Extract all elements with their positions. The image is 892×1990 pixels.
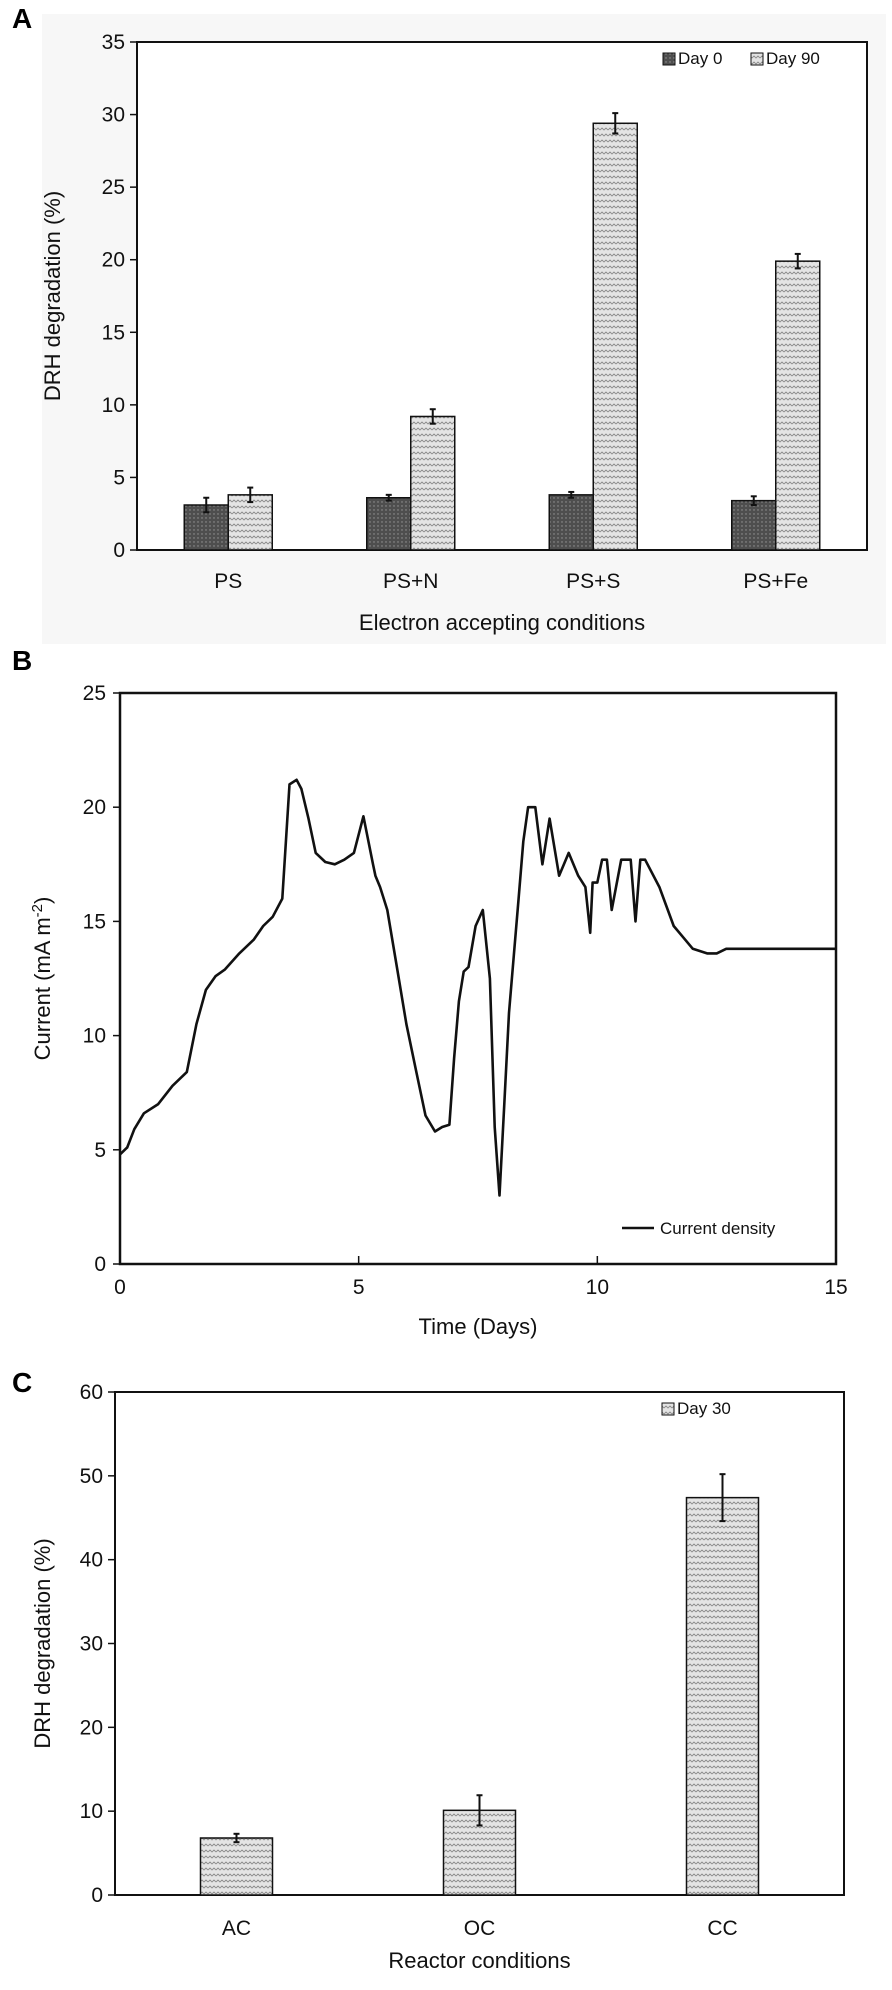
panel-c-x-axis-title: Reactor conditions	[388, 1948, 570, 1973]
panel-b-plot-frame	[118, 691, 838, 1266]
panel-b-ytick-label: 15	[83, 910, 106, 933]
panel-a-ytick-label: 30	[102, 104, 125, 127]
panel-b-series-line	[119, 778, 836, 1197]
panel-c-legend-swatch	[661, 1402, 675, 1416]
panel-a-category-label: PS+S	[566, 570, 620, 593]
panel-b-x-axis-title: Time (Days)	[419, 1314, 538, 1339]
panel-a-bar	[548, 494, 594, 551]
panel-a-legend-swatch	[750, 52, 764, 66]
panel-a-bar	[731, 499, 777, 551]
panel-a-legend-label: Day 0	[678, 49, 722, 68]
panel-b-y-axis-title-part: -2	[29, 904, 46, 917]
panel-a-ytick-label: 10	[102, 394, 125, 417]
panel-a-category-label: PS+Fe	[743, 570, 808, 593]
panel-c-category-label: AC	[222, 1917, 251, 1940]
panel-a-bar	[592, 122, 638, 551]
panel-c-legend-label: Day 30	[677, 1399, 731, 1418]
panel-a-bar	[227, 494, 273, 551]
panel-b-xtick-label: 0	[114, 1276, 126, 1299]
panel-a-ytick-label: 15	[102, 321, 125, 344]
panel-c-ytick-label: 10	[80, 1800, 103, 1823]
panel-a-ytick-label: 0	[113, 539, 125, 562]
panel-b-ytick-label: 5	[94, 1139, 106, 1162]
panel-c-letter: C	[12, 1367, 32, 1398]
panel-a-ytick-label: 5	[113, 466, 125, 489]
panel-b-ytick-label: 10	[83, 1025, 106, 1048]
panel-b-letter: B	[12, 645, 32, 676]
panel-c-ytick-label: 30	[80, 1633, 103, 1656]
panel-a-ytick-label: 35	[102, 31, 125, 54]
panel-a-legend-label: Day 90	[766, 49, 820, 68]
panel-a-chart: 0 5 10 15 20 25 30 35 PS PS+N PS+S PS+Fe Day 0 Day 90…	[40, 31, 868, 635]
panel-b-chart: 0 5 10 15 20 25 0 5 10 15 Current density Time (Day…	[29, 682, 848, 1339]
panel-b-ytick-label: 0	[94, 1253, 106, 1276]
panel-c-chart: 0 10 20 30 40 50 60 AC OC CC Day 30 Reactor conditi…	[30, 1381, 845, 1973]
panel-a-ytick-label: 20	[102, 249, 125, 272]
panel-c-category-label: CC	[707, 1917, 737, 1940]
panel-a-bar	[410, 415, 456, 551]
panel-b-ytick-label: 20	[83, 796, 106, 819]
panel-b-y-axis-title: Current (mA m-2)	[29, 897, 56, 1061]
panel-c-bar	[199, 1837, 274, 1896]
panel-a-letter: A	[12, 3, 32, 34]
panel-a-legend-swatch	[662, 52, 676, 66]
panel-b-y-axis-title-part: Current (mA m	[30, 917, 55, 1060]
panel-c-y-axis-title: DRH degradation (%)	[30, 1538, 55, 1748]
panel-b-xtick-label: 5	[353, 1276, 365, 1299]
panel-a-ytick-label: 25	[102, 176, 125, 199]
panel-c-ytick-label: 20	[80, 1716, 103, 1739]
panel-c-category-label: OC	[464, 1917, 496, 1940]
panel-c-ytick-label: 40	[80, 1549, 103, 1572]
panel-b-legend-label: Current density	[660, 1219, 776, 1238]
panel-a-category-label: PS+N	[383, 570, 438, 593]
panel-c-ytick-label: 60	[80, 1381, 103, 1404]
panel-c-bar	[685, 1496, 760, 1896]
panel-b-xtick-label: 10	[586, 1276, 609, 1299]
panel-a-x-axis-title: Electron accepting conditions	[359, 610, 645, 635]
panel-b-ytick-label: 25	[83, 682, 106, 705]
panel-a-bar	[366, 496, 412, 551]
panel-a-bar	[775, 260, 821, 551]
panel-c-ytick-label: 50	[80, 1465, 103, 1488]
panel-a-category-label: PS	[214, 570, 242, 593]
panel-c-ytick-label: 0	[91, 1884, 103, 1907]
panel-a-y-axis-title: DRH degradation (%)	[40, 191, 65, 401]
panel-a-plot-frame	[136, 41, 868, 551]
panel-b-xtick-label: 15	[824, 1276, 847, 1299]
panel-b-y-axis-title-part: )	[30, 897, 55, 904]
